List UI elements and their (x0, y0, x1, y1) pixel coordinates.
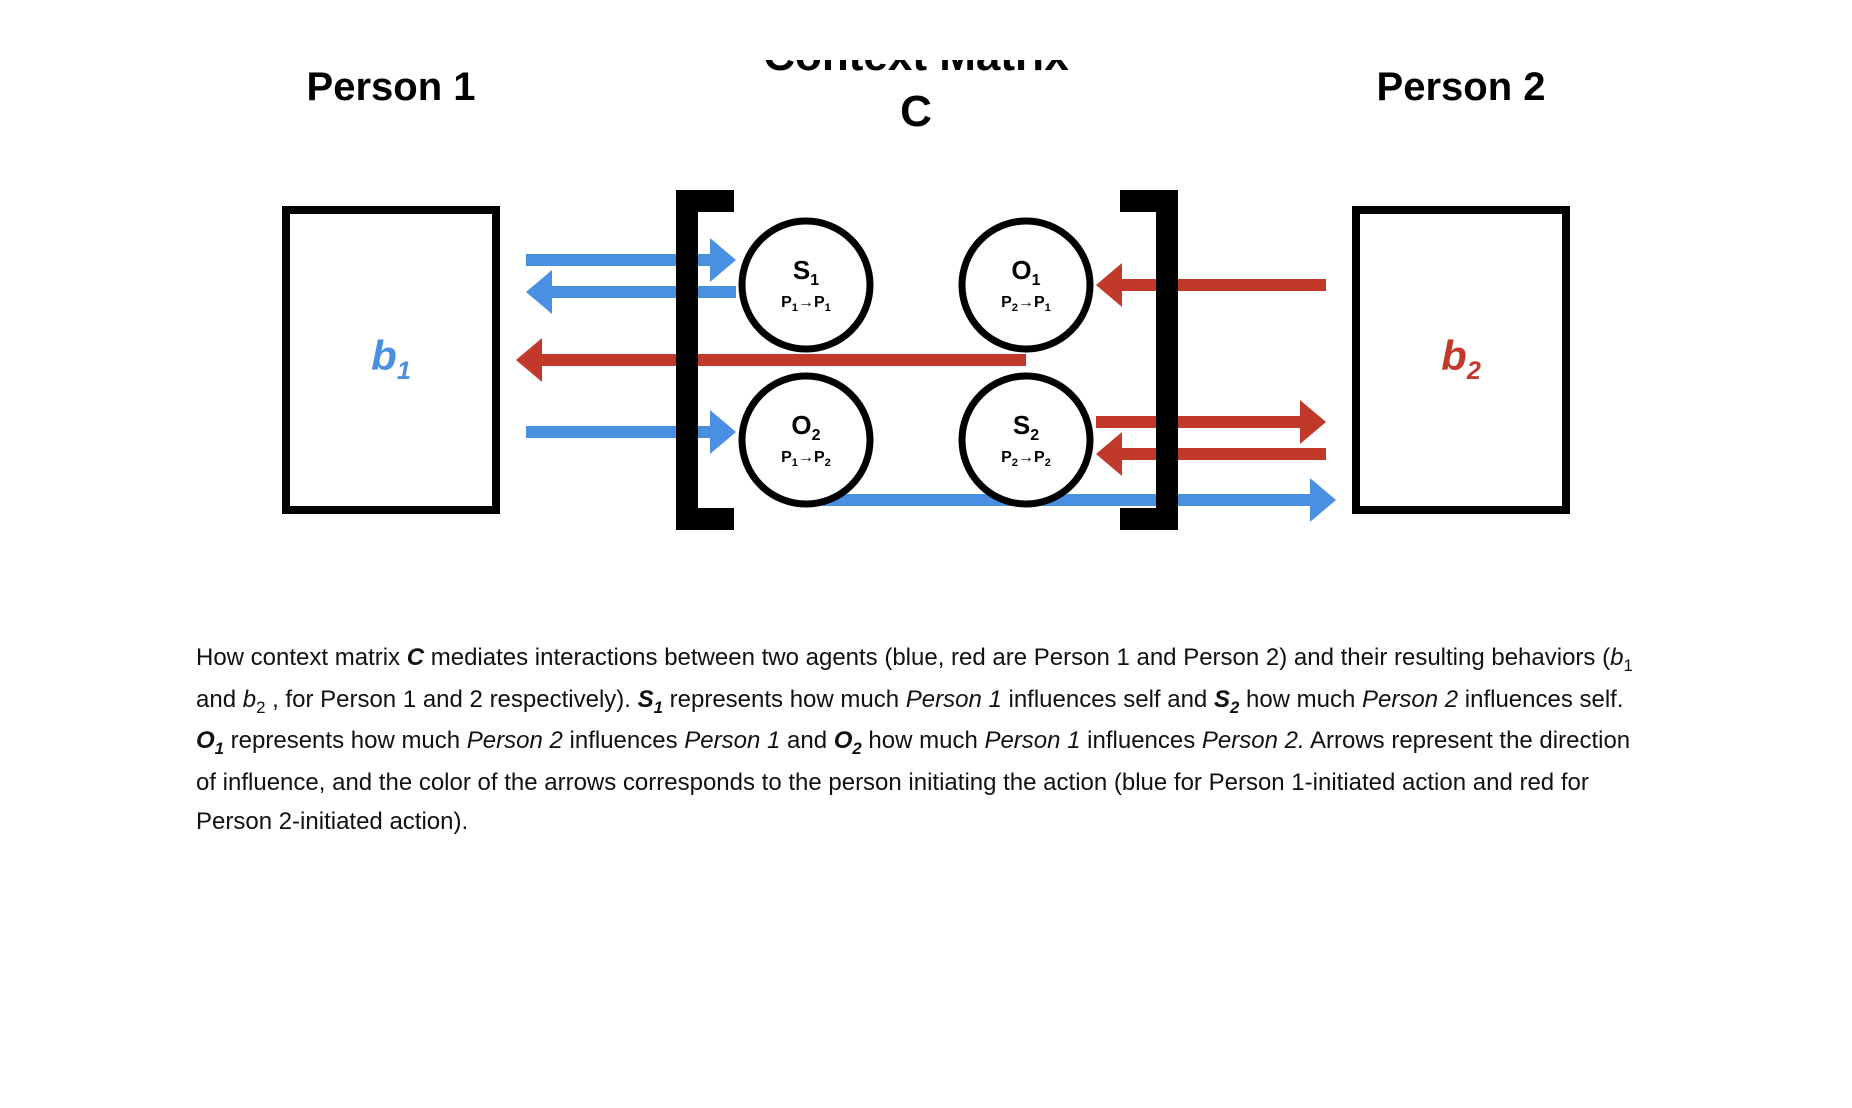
title-context-matrix: Context Matrix (763, 60, 1069, 80)
title-person1: Person 1 (307, 65, 476, 109)
p1-to-o2-head (710, 410, 736, 454)
p1-to-s1-top-head (710, 238, 736, 282)
node-o1 (962, 221, 1090, 349)
bracket-right (1156, 190, 1178, 530)
page: Person 1Person 2Context MatrixCb1b2S1P1→… (0, 0, 1852, 1108)
node-s1 (742, 221, 870, 349)
p2-to-s2-bottom-head (1096, 432, 1122, 476)
node-s2 (962, 376, 1090, 504)
caption-text: How context matrix C mediates interactio… (196, 638, 1656, 842)
p2-to-o1-head (1096, 263, 1122, 307)
node-o2 (742, 376, 870, 504)
title-c: C (900, 87, 932, 136)
s2-to-p2-head (1300, 400, 1326, 444)
o1-to-p1-long-head (516, 338, 542, 382)
bracket-left (676, 190, 698, 530)
s1-to-p1-head (526, 270, 552, 314)
diagram-svg: Person 1Person 2Context MatrixCb1b2S1P1→… (196, 60, 1656, 620)
title-person2: Person 2 (1377, 65, 1546, 109)
diagram: Person 1Person 2Context MatrixCb1b2S1P1→… (196, 60, 1656, 620)
o2-to-p2-long-head (1310, 478, 1336, 522)
